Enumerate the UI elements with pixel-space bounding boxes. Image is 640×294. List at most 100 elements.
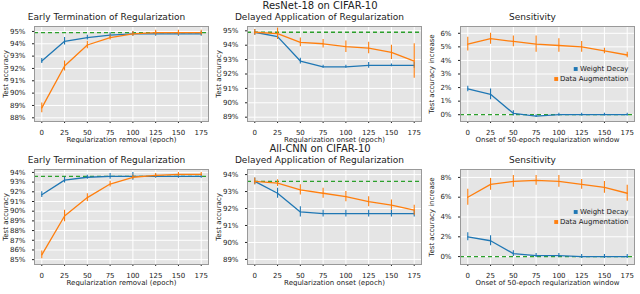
svg-text:89%: 89% bbox=[10, 102, 26, 110]
svg-text:91%: 91% bbox=[10, 198, 26, 206]
svg-text:25: 25 bbox=[486, 129, 495, 138]
svg-text:75: 75 bbox=[105, 129, 115, 138]
svg-text:125: 125 bbox=[149, 129, 163, 138]
svg-text:25: 25 bbox=[273, 272, 282, 280]
svg-text:175: 175 bbox=[195, 272, 208, 280]
svg-text:175: 175 bbox=[621, 129, 634, 137]
svg-text:0%: 0% bbox=[440, 111, 451, 119]
html-text:Early Termination of Regulariz: Early Termination of Regularization bbox=[27, 12, 186, 22]
svg-text:92%: 92% bbox=[10, 188, 26, 196]
svg-text:4%: 4% bbox=[440, 213, 451, 221]
svg-text:2%: 2% bbox=[440, 233, 451, 241]
svg-text:92%: 92% bbox=[223, 70, 239, 78]
svg-text:0: 0 bbox=[253, 129, 257, 137]
html-text:Delayed Application of Regular: Delayed Application of Regularization bbox=[234, 12, 404, 22]
svg-text:Weight Decay: Weight Decay bbox=[580, 65, 629, 73]
svg-text:91%: 91% bbox=[223, 85, 239, 93]
svg-text:175: 175 bbox=[408, 272, 421, 280]
svg-text:175: 175 bbox=[195, 129, 208, 137]
svg-text:2%: 2% bbox=[440, 84, 451, 92]
svg-text:Test accuracy: Test accuracy bbox=[215, 50, 223, 99]
svg-text:3%: 3% bbox=[440, 70, 451, 78]
html-text:ResNet-18 on CIFAR-10: ResNet-18 on CIFAR-10 bbox=[262, 0, 378, 11]
svg-text:75: 75 bbox=[531, 129, 541, 138]
svg-text:25: 25 bbox=[60, 272, 69, 281]
svg-text:100: 100 bbox=[126, 129, 140, 138]
html-text:Sensitivity: Sensitivity bbox=[509, 12, 556, 22]
svg-text:Test accuracy: Test accuracy bbox=[215, 193, 223, 242]
svg-text:Test accuracy increase: Test accuracy increase bbox=[428, 177, 436, 257]
svg-text:Regularization onset (epoch): Regularization onset (epoch) bbox=[284, 136, 385, 144]
svg-text:93%: 93% bbox=[223, 56, 239, 64]
svg-text:Weight Decay: Weight Decay bbox=[580, 208, 629, 216]
svg-text:93%: 93% bbox=[223, 188, 239, 196]
svg-text:86%: 86% bbox=[10, 246, 26, 254]
svg-text:Onset of 50-epoch regularizati: Onset of 50-epoch regularization window bbox=[476, 136, 620, 144]
html-text:Sensitivity: Sensitivity bbox=[509, 155, 556, 165]
svg-text:150: 150 bbox=[385, 272, 398, 280]
svg-text:94%: 94% bbox=[10, 169, 26, 177]
svg-text:85%: 85% bbox=[10, 256, 26, 264]
svg-text:175: 175 bbox=[621, 272, 634, 280]
svg-text:94%: 94% bbox=[223, 171, 239, 179]
svg-text:175: 175 bbox=[408, 129, 421, 137]
svg-text:4%: 4% bbox=[440, 57, 451, 65]
svg-text:92%: 92% bbox=[223, 205, 239, 213]
svg-text:90%: 90% bbox=[223, 99, 239, 107]
svg-text:94%: 94% bbox=[223, 41, 239, 49]
svg-text:5%: 5% bbox=[440, 43, 451, 51]
svg-text:Test accuracy: Test accuracy bbox=[2, 193, 10, 242]
svg-text:8%: 8% bbox=[440, 174, 451, 182]
svg-text:Test accuracy increase: Test accuracy increase bbox=[428, 34, 436, 114]
svg-text:Regularization onset (epoch): Regularization onset (epoch) bbox=[284, 279, 385, 287]
svg-text:87%: 87% bbox=[10, 237, 26, 245]
svg-text:Data Augmentation: Data Augmentation bbox=[560, 218, 629, 226]
svg-text:89%: 89% bbox=[10, 217, 26, 225]
svg-text:50: 50 bbox=[295, 129, 305, 138]
svg-text:Regularization removal (epoch): Regularization removal (epoch) bbox=[67, 279, 177, 287]
svg-text:88%: 88% bbox=[10, 227, 26, 235]
svg-text:0: 0 bbox=[253, 272, 257, 280]
svg-text:125: 125 bbox=[362, 129, 376, 138]
svg-text:95%: 95% bbox=[10, 28, 26, 36]
svg-text:90%: 90% bbox=[10, 89, 26, 97]
svg-text:50: 50 bbox=[508, 129, 518, 138]
svg-text:91%: 91% bbox=[10, 77, 26, 85]
svg-text:100: 100 bbox=[552, 129, 566, 138]
svg-text:0: 0 bbox=[466, 272, 470, 280]
svg-text:92%: 92% bbox=[10, 65, 26, 73]
html-text:All-CNN on CIFAR-10: All-CNN on CIFAR-10 bbox=[269, 143, 371, 154]
svg-text:90%: 90% bbox=[10, 207, 26, 215]
svg-text:6%: 6% bbox=[440, 193, 451, 201]
svg-text:95%: 95% bbox=[223, 27, 239, 35]
svg-text:89%: 89% bbox=[223, 113, 239, 121]
svg-text:90%: 90% bbox=[223, 239, 239, 247]
svg-text:91%: 91% bbox=[223, 222, 239, 230]
svg-text:Regularization removal (epoch): Regularization removal (epoch) bbox=[67, 136, 177, 144]
svg-text:50: 50 bbox=[82, 129, 92, 138]
svg-text:150: 150 bbox=[385, 129, 398, 137]
svg-text:125: 125 bbox=[575, 129, 589, 138]
svg-text:25: 25 bbox=[60, 129, 69, 138]
svg-text:0: 0 bbox=[40, 272, 44, 280]
svg-text:6%: 6% bbox=[440, 30, 451, 38]
svg-text:75: 75 bbox=[318, 129, 328, 138]
html-text:Delayed Application of Regular: Delayed Application of Regularization bbox=[234, 155, 404, 165]
svg-text:94%: 94% bbox=[10, 40, 26, 48]
svg-text:88%: 88% bbox=[10, 114, 26, 122]
svg-text:0: 0 bbox=[466, 129, 470, 137]
svg-text:1%: 1% bbox=[440, 97, 451, 105]
svg-text:89%: 89% bbox=[223, 256, 239, 264]
svg-text:150: 150 bbox=[597, 129, 612, 138]
svg-text:93%: 93% bbox=[10, 178, 26, 186]
html-text:Early Termination of Regulariz: Early Termination of Regularization bbox=[27, 155, 186, 165]
svg-text:0: 0 bbox=[40, 129, 44, 137]
svg-text:25: 25 bbox=[273, 129, 282, 137]
svg-text:Data Augmentation: Data Augmentation bbox=[560, 75, 629, 83]
svg-text:0%: 0% bbox=[440, 253, 451, 261]
svg-text:150: 150 bbox=[171, 129, 186, 138]
svg-text:93%: 93% bbox=[10, 52, 26, 60]
svg-text:100: 100 bbox=[339, 129, 353, 138]
svg-text:Test accuracy: Test accuracy bbox=[2, 50, 10, 99]
svg-text:Onset of 50-epoch regularizati: Onset of 50-epoch regularization window bbox=[476, 279, 620, 287]
